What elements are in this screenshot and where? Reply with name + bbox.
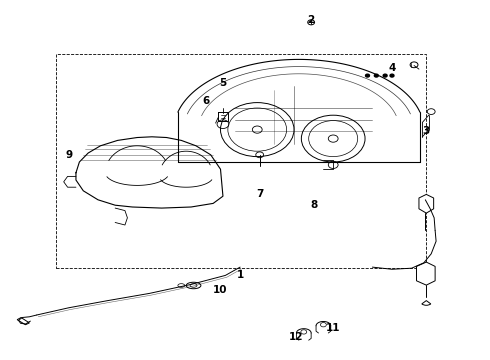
Text: 2: 2: [308, 15, 315, 25]
Ellipse shape: [190, 284, 197, 287]
Ellipse shape: [178, 284, 185, 287]
Text: 11: 11: [326, 323, 341, 333]
Text: 1: 1: [237, 270, 244, 280]
Wedge shape: [422, 301, 431, 305]
Ellipse shape: [186, 282, 201, 289]
Text: 10: 10: [213, 285, 228, 295]
Circle shape: [383, 74, 387, 77]
Circle shape: [390, 74, 394, 77]
Text: 5: 5: [220, 78, 226, 88]
Text: 4: 4: [388, 63, 396, 73]
Text: 3: 3: [423, 126, 430, 136]
Circle shape: [374, 74, 378, 77]
Text: 12: 12: [289, 332, 304, 342]
Circle shape: [366, 74, 369, 77]
Text: 9: 9: [65, 150, 72, 160]
Polygon shape: [416, 262, 435, 285]
Text: 7: 7: [256, 189, 264, 199]
Polygon shape: [419, 194, 434, 213]
Text: 6: 6: [202, 96, 209, 106]
Polygon shape: [17, 318, 29, 325]
Text: 8: 8: [310, 200, 317, 210]
Bar: [56, 54, 426, 268]
